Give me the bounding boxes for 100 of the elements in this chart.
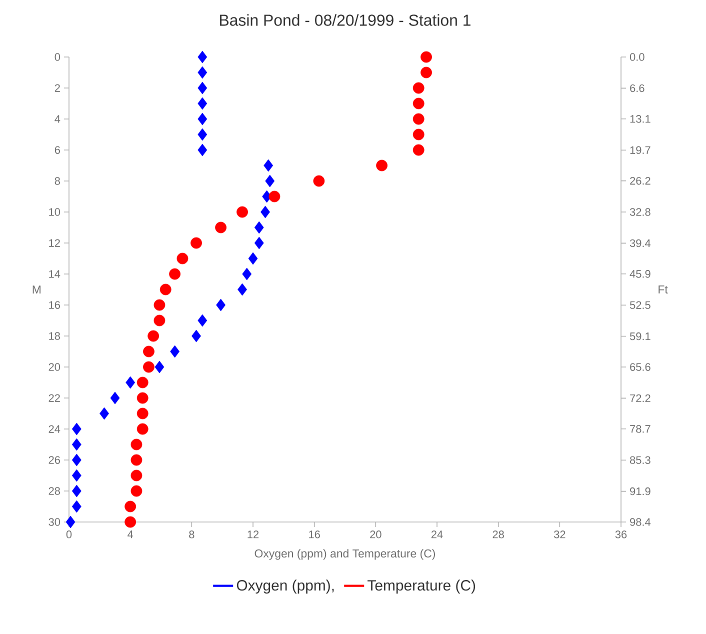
point: [254, 221, 264, 234]
x-tick-label: 24: [431, 530, 443, 538]
point: [242, 268, 252, 280]
point: [376, 160, 388, 172]
y-tick-label: 0: [54, 53, 60, 61]
y-tick-label: 10: [49, 208, 60, 216]
point: [216, 298, 226, 312]
y2-tick-label: 78.7: [630, 425, 650, 433]
y2-tick-label: 65.6: [630, 363, 650, 371]
point: [130, 485, 142, 497]
point: [130, 438, 142, 450]
point: [126, 376, 136, 389]
point: [265, 174, 275, 188]
y-tick-label: 30: [48, 518, 60, 526]
x-tick-label: 36: [615, 530, 627, 538]
point: [260, 206, 270, 218]
point: [100, 407, 109, 420]
x-tick-label: 8: [189, 530, 194, 538]
point: [420, 51, 432, 63]
point: [198, 128, 208, 141]
x-tick-label: 12: [248, 530, 259, 538]
point: [198, 112, 208, 126]
point: [254, 236, 264, 250]
point: [198, 314, 208, 327]
point: [66, 516, 76, 528]
point: [268, 190, 280, 202]
point: [198, 66, 208, 79]
point: [72, 484, 82, 498]
point: [264, 159, 274, 172]
point: [198, 97, 208, 110]
y2-tick-label: 72.2: [630, 394, 650, 402]
point: [154, 314, 166, 326]
point: [169, 268, 180, 280]
y-tick-label: 6: [54, 146, 60, 154]
y2-tick-label: 32.8: [630, 208, 650, 216]
point: [136, 423, 148, 435]
x-tick-label: 28: [492, 530, 504, 538]
y-tick-label: 14: [49, 270, 60, 278]
y2-tick-label: 26.2: [630, 176, 650, 185]
x-axis-title: Oxygen (ppm) and Temperature (C): [254, 549, 436, 560]
y2-tick-label: 19.7: [630, 146, 650, 154]
chart-title: Basin Pond - 08/20/1999 - Station 1: [220, 14, 470, 26]
y-tick-label: 8: [54, 177, 60, 185]
y-tick-label: 2: [54, 84, 60, 92]
point: [72, 422, 82, 436]
point: [72, 500, 82, 513]
x-tick-label: 16: [309, 530, 320, 538]
point: [176, 252, 188, 264]
point: [72, 438, 82, 451]
point: [124, 516, 136, 528]
y2-tick-label: 91.9: [630, 487, 650, 496]
point: [130, 470, 142, 482]
y2-tick-label: 59.1: [630, 332, 650, 340]
point: [143, 361, 154, 373]
y2-tick-label: 52.5: [630, 301, 650, 309]
point: [136, 392, 148, 404]
y-tick-label: 18: [49, 332, 60, 340]
point: [198, 82, 208, 94]
x-tick-label: 32: [554, 530, 566, 538]
y-tick-label: 22: [48, 394, 60, 402]
legend-label: Temperature (C): [368, 580, 476, 594]
y-tick-label: 20: [48, 363, 60, 371]
point: [412, 144, 424, 156]
y2-tick-label: 85.3: [630, 456, 650, 464]
y-tick-label: 16: [49, 301, 60, 309]
y2-axis-title: Ft: [658, 286, 668, 294]
y2-tick-label: 0.0: [630, 53, 644, 61]
point: [170, 345, 180, 358]
legend-label: Oxygen (ppm),: [236, 580, 334, 594]
y-tick-label: 4: [54, 115, 60, 123]
point: [192, 330, 201, 342]
point: [198, 144, 208, 156]
point: [136, 408, 148, 420]
y2-tick-label: 6.6: [630, 84, 644, 92]
y-tick-label: 26: [48, 456, 60, 464]
point: [236, 206, 248, 218]
point: [412, 113, 424, 125]
x-tick-label: 20: [370, 530, 382, 538]
point: [72, 469, 82, 482]
point: [130, 454, 142, 466]
point: [124, 500, 136, 512]
point: [412, 82, 424, 94]
point: [110, 392, 120, 404]
y2-tick-label: 98.4: [630, 518, 651, 526]
point: [154, 360, 164, 374]
x-tick-label: 4: [128, 530, 134, 538]
point: [143, 346, 154, 358]
point: [148, 330, 160, 342]
point: [313, 175, 325, 187]
point: [412, 128, 424, 140]
point: [190, 237, 202, 249]
point: [238, 283, 247, 296]
y2-tick-label: 13.1: [630, 115, 650, 123]
x-tick-label: 0: [66, 530, 72, 538]
point: [248, 252, 258, 265]
point: [420, 66, 432, 78]
y-tick-label: 24: [48, 425, 60, 433]
point: [412, 98, 424, 110]
point: [136, 376, 148, 388]
point: [198, 50, 208, 64]
